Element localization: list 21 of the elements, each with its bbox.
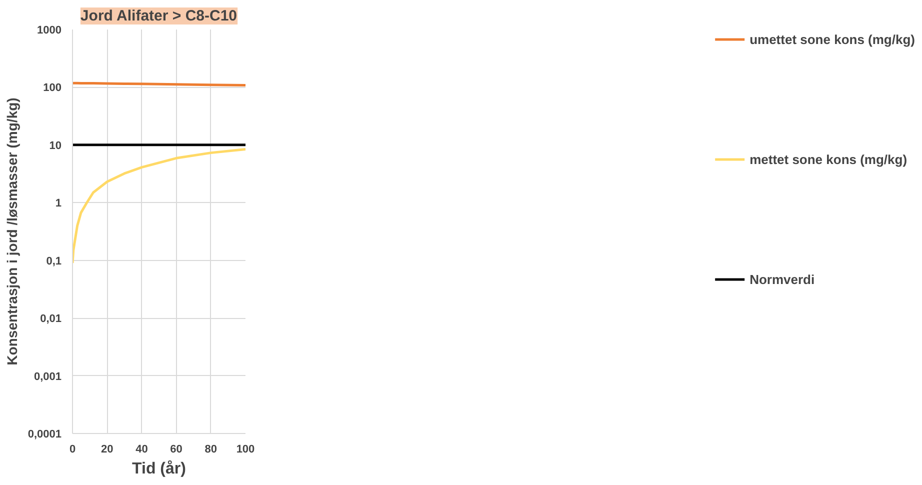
x-tick-label: 0 [69, 444, 76, 456]
y-tick-label: 1000 [37, 24, 62, 36]
y-tick-label: 10 [49, 140, 62, 152]
y-tick-label: 0,0001 [28, 428, 62, 440]
legend-label: Normverdi [750, 272, 815, 286]
x-tick-label: 60 [170, 444, 182, 456]
x-tick-label: 40 [136, 444, 148, 456]
y-tick-label: 0,001 [34, 370, 62, 383]
chart-title: Jord Alifater > C8-C10 [80, 8, 238, 24]
x-tick-label: 100 [236, 444, 255, 456]
y-tick-label: 1 [55, 198, 62, 210]
x-tick-label: 20 [100, 444, 114, 456]
line-series [72, 148, 246, 264]
y-tick-label: 100 [43, 82, 62, 94]
y-tick-label: 0,01 [40, 313, 62, 326]
x-tick-label: 80 [204, 444, 218, 456]
legend-label: mettet sone kons (mg/kg) [750, 152, 908, 166]
y-axis-title: Konsentrasjon i jord /løsmasser (mg/kg) [4, 98, 20, 366]
y-tick-label: 0,1 [46, 255, 62, 268]
legend-label: umettet sone kons (mg/kg) [750, 32, 915, 46]
x-axis-title: Tid (år) [132, 460, 186, 478]
